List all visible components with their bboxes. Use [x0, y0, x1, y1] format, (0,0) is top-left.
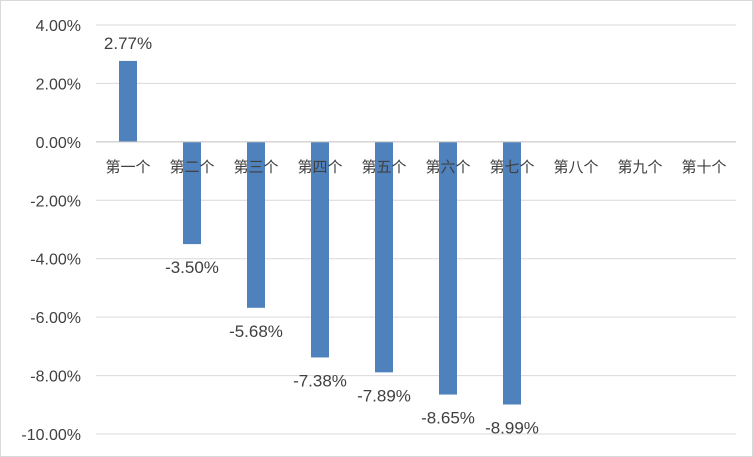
y-tick-label: 4.00%: [36, 18, 81, 35]
bar: [183, 141, 201, 245]
category-label: 第三个: [233, 158, 278, 176]
data-label: -7.89%: [357, 386, 411, 405]
category-label: 第八个: [553, 158, 598, 176]
y-axis-tick-labels: 4.00% 2.00% 0.00% -2.00% -4.00% -6.00% -8.00% -…: [21, 18, 81, 444]
data-label: -8.65%: [421, 409, 475, 428]
data-label: -8.99%: [485, 418, 539, 437]
y-tick-label: 0.00%: [36, 135, 81, 152]
bar: [439, 141, 457, 395]
bar: [503, 141, 521, 405]
bar: [375, 141, 393, 373]
bar: [119, 60, 137, 142]
category-label: 第四个: [297, 158, 342, 176]
data-label: 2.77%: [104, 34, 152, 53]
bars: [119, 60, 521, 405]
bar: [247, 141, 265, 308]
category-label: 第二个: [169, 158, 214, 176]
y-tick-label: -4.00%: [30, 252, 81, 269]
y-tick-label: 2.00%: [36, 76, 81, 93]
y-tick-label: -8.00%: [30, 369, 81, 386]
category-label: 第六个: [425, 158, 470, 176]
y-tick-label: -10.00%: [21, 427, 81, 444]
category-labels: 第一个 第二个 第三个 第四个 第五个 第六个 第七个 第八个 第九个 第十个: [105, 158, 726, 176]
data-label: -5.68%: [229, 322, 283, 341]
data-label: -7.38%: [293, 371, 347, 390]
y-tick-label: -6.00%: [30, 310, 81, 327]
category-label: 第五个: [361, 158, 406, 176]
bar: [311, 141, 329, 358]
gridlines: [96, 24, 736, 435]
category-label: 第九个: [617, 158, 662, 176]
category-label: 第十个: [681, 158, 726, 176]
category-label: 第一个: [105, 158, 150, 176]
y-tick-label: -2.00%: [30, 193, 81, 210]
data-labels: 2.77% -3.50% -5.68% -7.38% -7.89% -8.65% -8.99…: [104, 34, 539, 438]
category-label: 第七个: [489, 158, 534, 176]
data-label: -3.50%: [165, 258, 219, 277]
